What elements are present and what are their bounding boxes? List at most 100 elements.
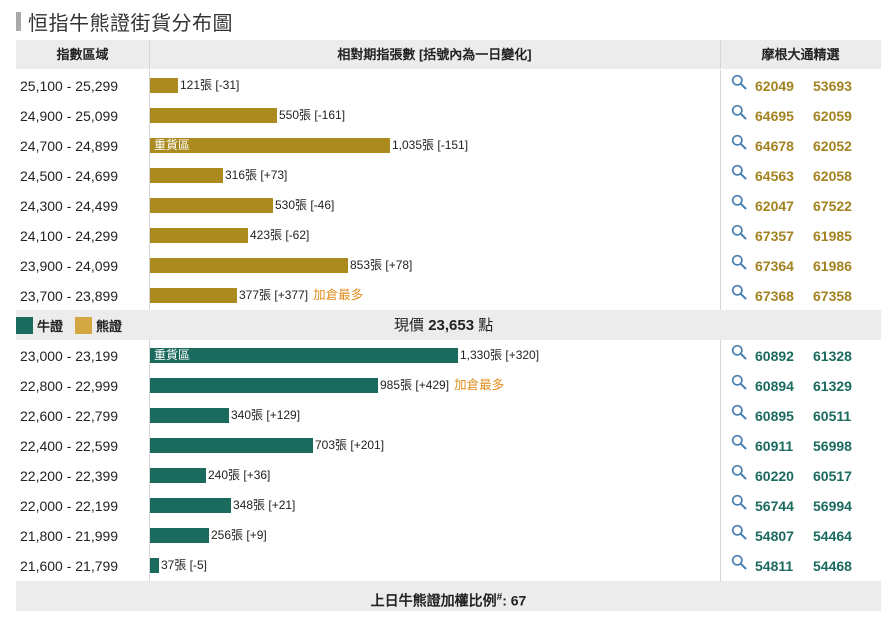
contracts-label: 37張 [-5] — [161, 557, 207, 573]
column-divider — [720, 70, 721, 310]
warrant-code-link[interactable]: 64563 — [755, 168, 794, 184]
column-divider — [149, 340, 150, 581]
header-distribution: 相對期指張數 [括號內為一日變化] — [337, 47, 532, 62]
table-header: 指數區域 相對期指張數 [括號內為一日變化] 摩根大通精選 — [16, 40, 881, 69]
search-icon[interactable] — [731, 194, 747, 210]
contracts-value: 240張 [+36] — [208, 468, 271, 482]
warrant-code-link[interactable]: 62059 — [813, 108, 852, 124]
warrant-code-link[interactable]: 56744 — [755, 498, 794, 514]
warrant-code-link[interactable]: 61329 — [813, 378, 852, 394]
search-icon[interactable] — [731, 254, 747, 270]
contracts-label: 550張 [-161] — [279, 107, 345, 123]
search-icon[interactable] — [731, 104, 747, 120]
index-range: 24,900 - 25,099 — [20, 108, 119, 124]
contracts-value: 37張 [-5] — [161, 558, 208, 572]
contracts-value: 256張 [+9] — [211, 528, 267, 542]
warrant-code-link[interactable]: 62058 — [813, 168, 852, 184]
warrant-code-link[interactable]: 62049 — [755, 78, 794, 94]
contracts-label: 348張 [+21] — [233, 497, 295, 513]
warrant-code-link[interactable]: 60220 — [755, 468, 794, 484]
search-icon[interactable] — [731, 224, 747, 240]
bear-bar — [150, 168, 223, 183]
index-range: 25,100 - 25,299 — [20, 78, 119, 94]
column-divider — [720, 40, 721, 69]
bull-bar — [150, 558, 159, 573]
search-icon[interactable] — [731, 464, 747, 480]
warrant-code-link[interactable]: 56998 — [813, 438, 852, 454]
bull-bar — [150, 528, 209, 543]
title-accent-bar — [16, 11, 21, 31]
warrant-code-link[interactable]: 54464 — [813, 528, 852, 544]
warrant-code-link[interactable]: 67358 — [813, 288, 852, 304]
warrant-code-link[interactable]: 60511 — [813, 408, 852, 424]
warrant-code-link[interactable]: 54811 — [755, 558, 794, 574]
warrant-code-link[interactable]: 60894 — [755, 378, 794, 394]
legend-bull-swatch — [16, 316, 33, 334]
warrant-code-link[interactable]: 64695 — [755, 108, 794, 124]
warrant-code-link[interactable]: 61328 — [813, 348, 852, 364]
contracts-value: 853張 [+78] — [350, 258, 413, 272]
index-range: 24,700 - 24,899 — [20, 138, 119, 154]
search-icon[interactable] — [731, 344, 747, 360]
index-range: 23,000 - 23,199 — [20, 348, 119, 364]
bull-bar: 重貨區 — [150, 348, 458, 363]
warrant-code-link[interactable]: 61986 — [813, 258, 852, 274]
most-added-tag: 加倉最多 — [313, 288, 364, 302]
current-price: 現價 23,653 點 — [394, 310, 493, 340]
warrant-code-link[interactable]: 67522 — [813, 198, 852, 214]
warrant-code-link[interactable]: 53693 — [813, 78, 852, 94]
bear-row: 24,500 - 24,699 316張 [+73] 64563 62058 — [16, 160, 881, 190]
warrant-code-link[interactable]: 67357 — [755, 228, 794, 244]
search-icon[interactable] — [731, 404, 747, 420]
contracts-value: 348張 [+21] — [233, 498, 296, 512]
search-icon[interactable] — [731, 524, 747, 540]
search-icon[interactable] — [731, 554, 747, 570]
warrant-code-link[interactable]: 67364 — [755, 258, 794, 274]
search-icon[interactable] — [731, 374, 747, 390]
index-range: 23,700 - 23,899 — [20, 288, 119, 304]
warrant-code-link[interactable]: 60911 — [755, 438, 794, 454]
page-title-text: 恒指牛熊證街貨分布圖 — [28, 12, 233, 35]
legend-bear-swatch — [75, 316, 93, 334]
search-icon[interactable] — [731, 74, 747, 90]
column-divider — [149, 40, 150, 69]
contracts-label: 1,035張 [-151] — [392, 137, 468, 153]
bear-bar — [150, 228, 248, 243]
index-range: 22,600 - 22,799 — [20, 408, 119, 424]
warrant-code-link[interactable]: 60517 — [813, 468, 852, 484]
page-title: 恒指牛熊證街貨分布圖 — [16, 8, 233, 35]
bull-row: 22,200 - 22,399 240張 [+36] 60220 60517 — [16, 460, 881, 490]
bear-row: 24,300 - 24,499 530張 [-46] 62047 67522 — [16, 190, 881, 220]
warrant-code-link[interactable]: 62052 — [813, 138, 852, 154]
current-price-value: 23,653 — [428, 317, 475, 334]
warrant-code-link[interactable]: 61985 — [813, 228, 852, 244]
contracts-value: 703張 [+201] — [315, 438, 385, 452]
index-range: 24,500 - 24,699 — [20, 168, 119, 184]
search-icon[interactable] — [731, 434, 747, 450]
bear-row: 24,700 - 24,899 重貨區 1,035張 [-151] 64678 6205… — [16, 130, 881, 160]
search-icon[interactable] — [731, 494, 747, 510]
warrant-code-link[interactable]: 54468 — [813, 558, 852, 574]
warrant-code-link[interactable]: 60892 — [755, 348, 794, 364]
bull-row: 21,600 - 21,799 37張 [-5] 54811 54468 — [16, 550, 881, 580]
warrant-code-link[interactable]: 64678 — [755, 138, 794, 154]
warrant-code-link[interactable]: 56994 — [813, 498, 852, 514]
warrant-code-link[interactable]: 67368 — [755, 288, 794, 304]
warrant-code-link[interactable]: 60895 — [755, 408, 794, 424]
bear-bar: 重貨區 — [150, 138, 390, 153]
contracts-label: 377張 [+377] 加倉最多 — [239, 287, 363, 303]
bull-row: 22,000 - 22,199 348張 [+21] 56744 56994 — [16, 490, 881, 520]
search-icon[interactable] — [731, 284, 747, 300]
header-range: 指數區域 — [56, 47, 109, 62]
warrant-code-link[interactable]: 54807 — [755, 528, 794, 544]
current-price-label: 現價 — [394, 317, 425, 334]
contracts-value: 340張 [+129] — [231, 408, 301, 422]
search-icon[interactable] — [731, 134, 747, 150]
search-icon[interactable] — [731, 164, 747, 180]
footer-footnote-mark: # — [496, 592, 503, 603]
heavy-zone-label: 重貨區 — [154, 138, 191, 152]
warrant-code-link[interactable]: 62047 — [755, 198, 794, 214]
bull-row: 22,400 - 22,599 703張 [+201] 60911 56998 — [16, 430, 881, 460]
footer-value: : 67 — [502, 592, 527, 609]
